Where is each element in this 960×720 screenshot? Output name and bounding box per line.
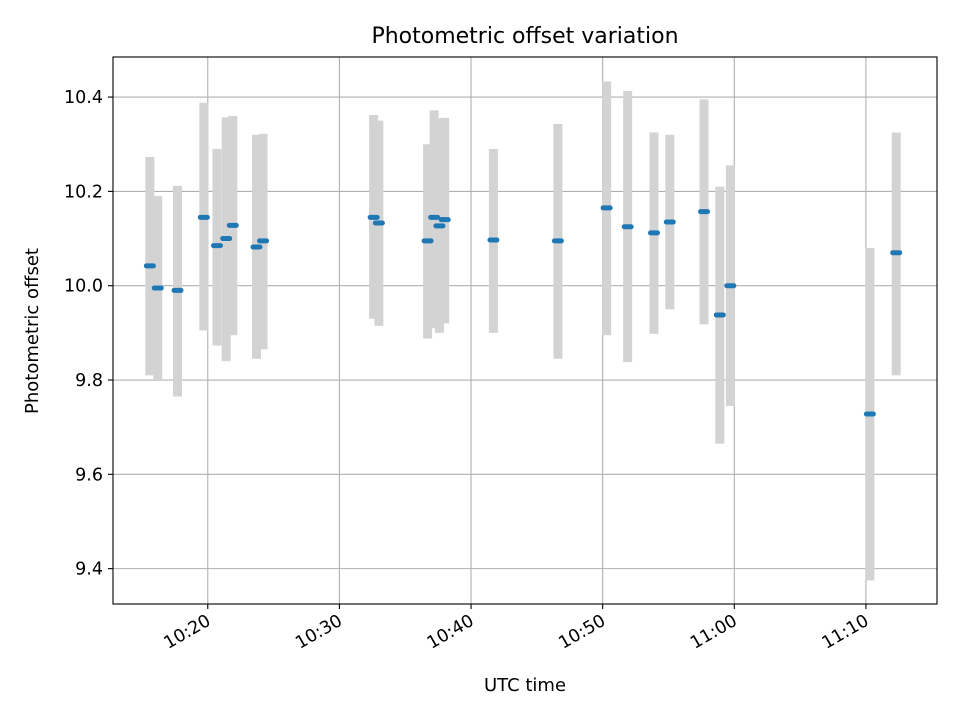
- data-point: [890, 250, 903, 256]
- data-point: [698, 209, 711, 215]
- data-point: [143, 263, 156, 269]
- data-point: [220, 236, 233, 242]
- data-point: [663, 219, 676, 225]
- data-point: [863, 411, 876, 417]
- data-point: [438, 217, 451, 223]
- data-point: [226, 222, 239, 228]
- data-point: [713, 312, 726, 318]
- y-tick-label: 9.4: [75, 560, 103, 580]
- chart-title: Photometric offset variation: [371, 24, 678, 49]
- data-point: [250, 244, 263, 250]
- data-point: [487, 237, 500, 243]
- data-point: [724, 283, 737, 289]
- y-axis-label: Photometric offset: [22, 248, 43, 414]
- y-tick-label: 9.6: [75, 465, 103, 485]
- data-point: [151, 285, 164, 291]
- data-point: [600, 205, 613, 211]
- data-point: [197, 214, 210, 220]
- data-point: [428, 214, 441, 220]
- y-tick-label: 10.2: [64, 182, 103, 202]
- y-tick-label: 10.0: [64, 277, 103, 297]
- data-point: [257, 238, 270, 244]
- data-point: [551, 238, 564, 244]
- data-point: [171, 287, 184, 293]
- data-markers: [143, 205, 903, 417]
- data-point: [421, 238, 434, 244]
- y-tick-label: 10.4: [64, 88, 103, 108]
- data-point: [647, 230, 660, 236]
- x-axis-label: UTC time: [484, 675, 566, 696]
- data-point: [433, 223, 446, 229]
- data-point: [621, 224, 634, 230]
- data-point: [372, 220, 385, 226]
- data-point: [210, 243, 223, 249]
- y-tick-label: 9.8: [75, 371, 103, 391]
- data-point: [367, 214, 380, 220]
- plot-frame: [112, 56, 938, 605]
